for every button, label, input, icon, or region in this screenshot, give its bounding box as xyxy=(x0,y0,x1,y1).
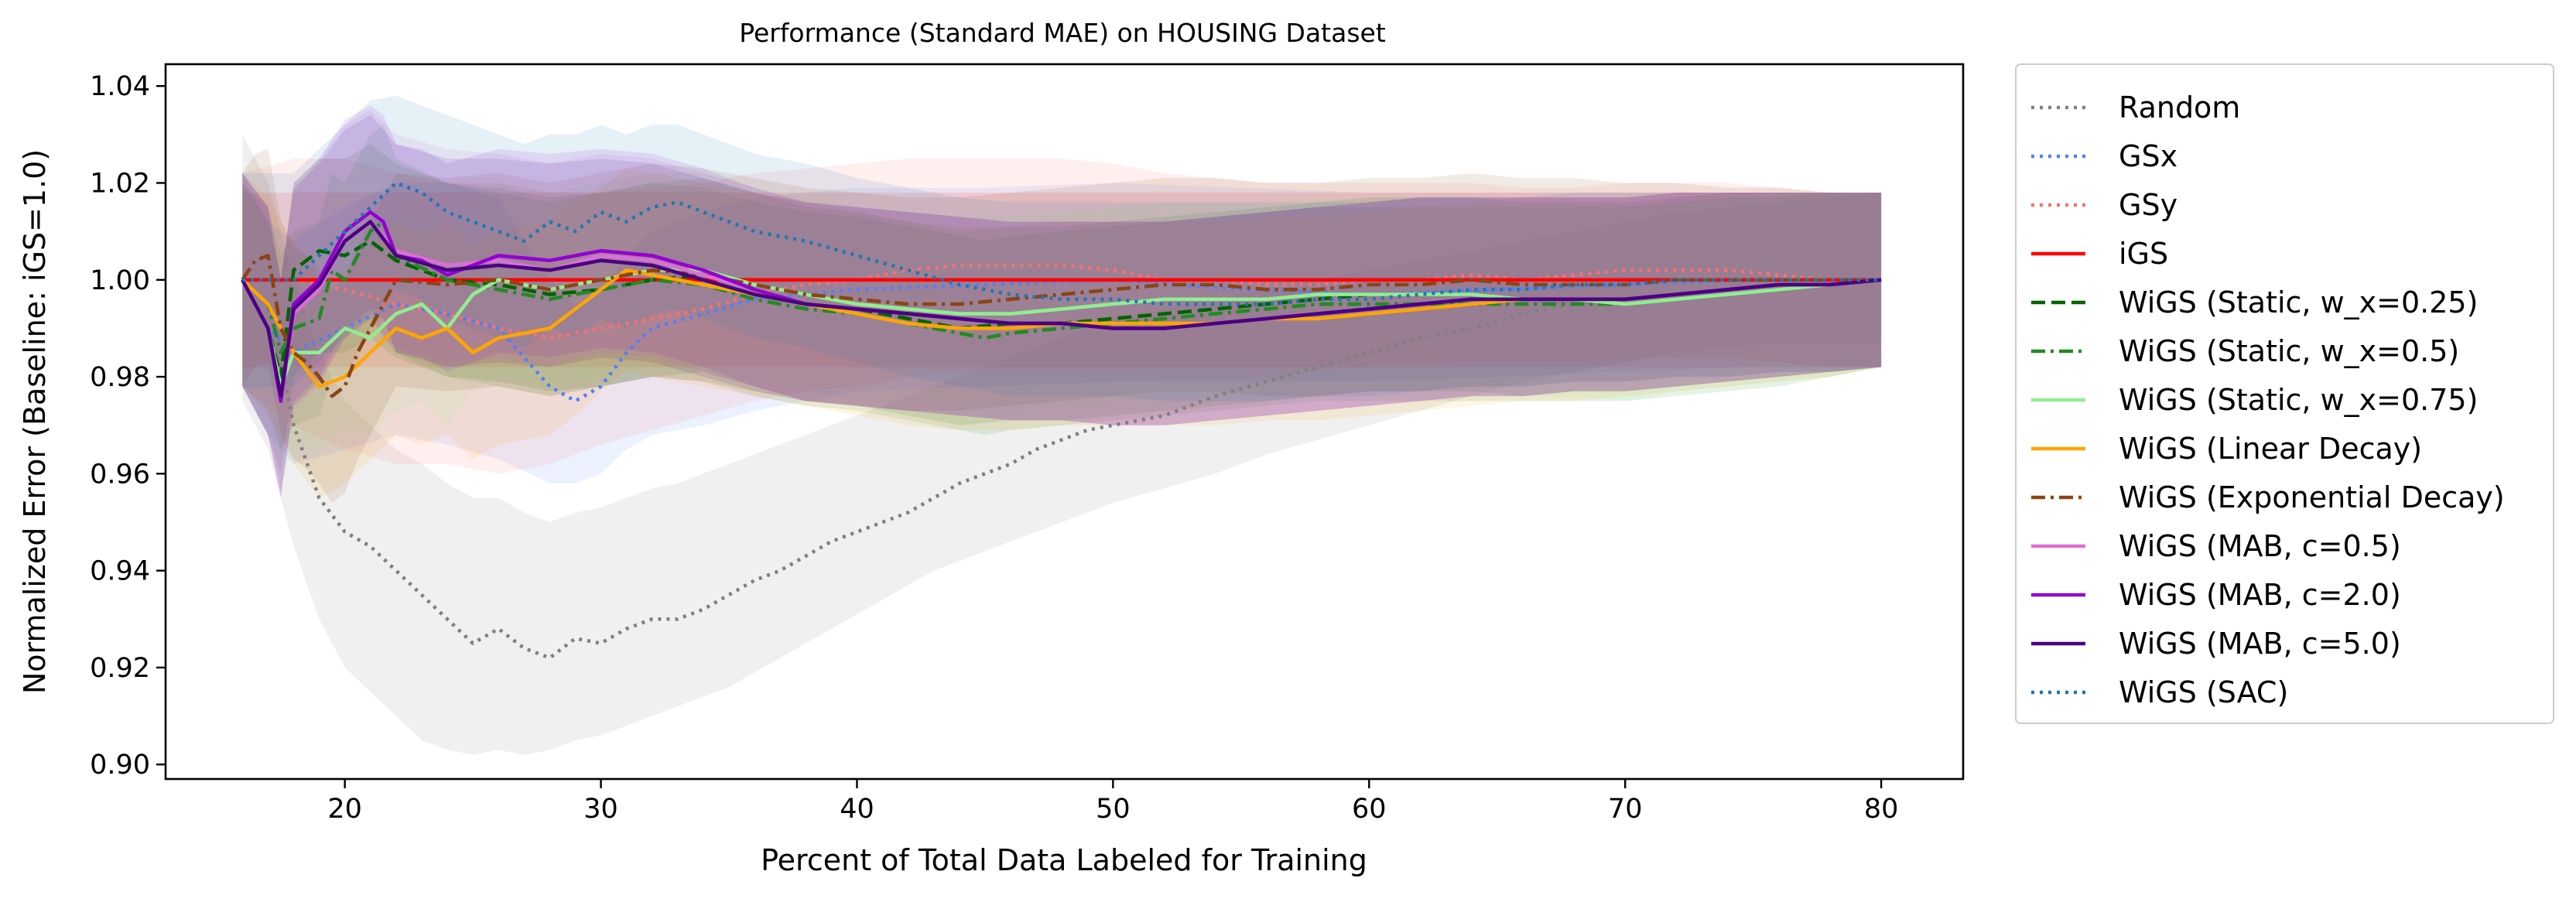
y-tick-label: 1.02 xyxy=(90,168,150,199)
legend-label-gsy: GSy xyxy=(2119,188,2177,222)
legend-label-gsx: GSx xyxy=(2119,139,2177,173)
band-gsy xyxy=(242,159,1882,474)
x-tick-label: 50 xyxy=(1096,794,1131,825)
line-gsy xyxy=(242,263,1882,340)
legend-label-wigs-mab-c-0-5: WiGS (MAB, c=0.5) xyxy=(2119,529,2401,563)
legend-label-wigs-linear-decay: WiGS (Linear Decay) xyxy=(2119,432,2422,466)
legend-label-wigs-mab-c-5-0: WiGS (MAB, c=5.0) xyxy=(2119,627,2401,661)
line-random xyxy=(241,278,1882,660)
band-wigs-mab-c-5-0 xyxy=(242,114,1882,494)
legend-label-wigs-static-w-x-0-25: WiGS (Static, w_x=0.25) xyxy=(2119,285,2478,319)
legend: Random GSx GSy iGS WiGS (Static, w_x=0.25) Wi… xyxy=(2031,91,2505,709)
x-tick-label: 70 xyxy=(1608,794,1643,825)
confidence-bands xyxy=(242,95,1882,755)
band-wigs-mab-c-0-5 xyxy=(242,110,1882,498)
y-tick-label: 0.94 xyxy=(90,556,150,587)
band-wigs-static-w-x-0-5 xyxy=(242,125,1882,450)
line-wigs-exponential-decay xyxy=(241,254,1882,398)
y-tick-label: 0.96 xyxy=(90,459,150,490)
y-tick-label: 0.90 xyxy=(90,750,150,781)
x-tick-label: 20 xyxy=(327,794,362,825)
line-wigs-static-w-x-0-5 xyxy=(241,220,1882,355)
chart-title: Performance (Standard MAE) on HOUSING Da… xyxy=(739,18,1386,48)
x-tick-label: 30 xyxy=(583,794,618,825)
line-wigs-mab-c-5-0 xyxy=(241,220,1882,398)
legend-label-wigs-exponential-decay: WiGS (Exponential Decay) xyxy=(2119,480,2505,514)
y-tick-label: 0.92 xyxy=(90,653,150,684)
legend-box xyxy=(2015,63,2554,724)
y-tick-label: 0.98 xyxy=(90,362,150,393)
legend-label-igs: iGS xyxy=(2119,237,2168,271)
band-wigs-mab-c-2-0 xyxy=(242,105,1882,498)
band-wigs-linear-decay xyxy=(242,168,1882,498)
band-wigs-sac xyxy=(242,95,1882,401)
legend-label-wigs-sac: WiGS (SAC) xyxy=(2119,675,2288,709)
x-tick-label: 60 xyxy=(1352,794,1387,825)
x-axis-label: Percent of Total Data Labeled for Traini… xyxy=(761,843,1367,877)
legend-label-wigs-mab-c-2-0: WiGS (MAB, c=2.0) xyxy=(2119,578,2401,612)
series-lines xyxy=(241,181,1882,660)
x-tick-label: 80 xyxy=(1864,794,1899,825)
plot-frame xyxy=(164,63,1965,781)
y-tick-label: 1.00 xyxy=(90,265,150,296)
y-axis-label: Normalized Error (Baseline: iGS=1.0) xyxy=(18,149,52,694)
legend-label-random: Random xyxy=(2119,91,2240,125)
y-axis-ticks: 0.90 0.92 0.94 0.96 0.98 1.00 1.02 1.04 xyxy=(90,71,166,781)
legend-label-wigs-static-w-x-0-5: WiGS (Static, w_x=0.5) xyxy=(2119,334,2459,368)
legend-label-wigs-static-w-x-0-75: WiGS (Static, w_x=0.75) xyxy=(2119,383,2478,417)
band-wigs-exponential-decay xyxy=(242,149,1882,503)
x-axis-ticks: 20 30 40 50 60 70 80 xyxy=(327,779,1898,825)
y-tick-label: 1.04 xyxy=(90,71,150,102)
x-tick-label: 40 xyxy=(840,794,874,825)
